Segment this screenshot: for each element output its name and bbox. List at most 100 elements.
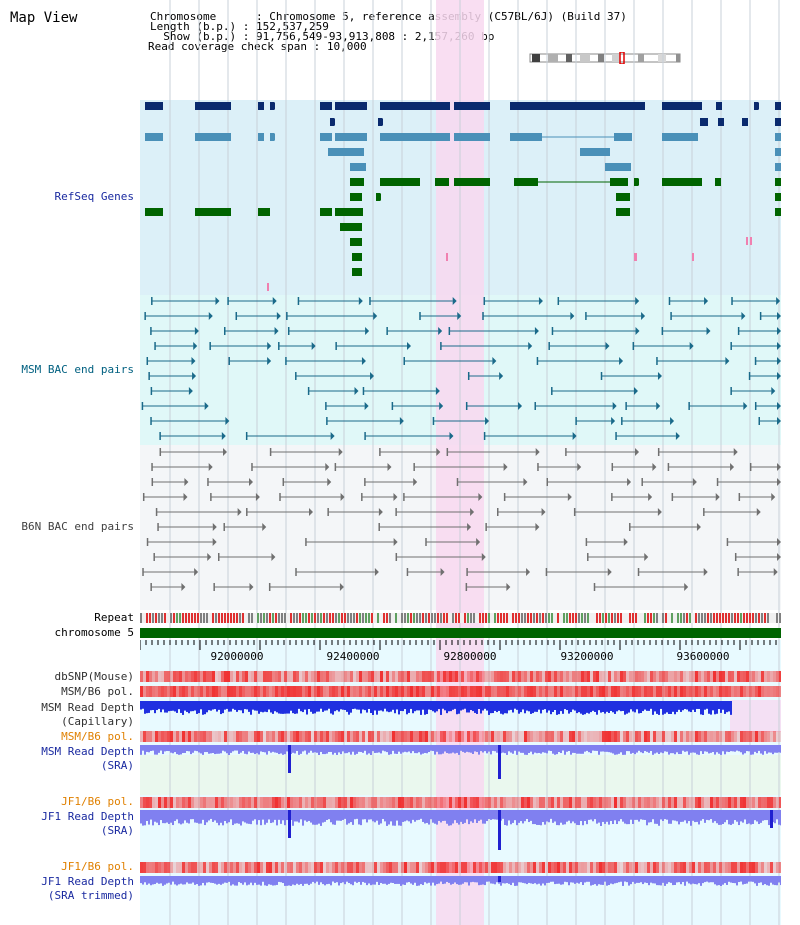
jf1-trim-depth	[438, 876, 440, 884]
msm-b6-pol-strip-2	[707, 731, 710, 742]
track-area[interactable]: 92000000 92400000 92800000 93200000 93600000	[140, 0, 781, 925]
jf1-b6-pol-strip	[341, 797, 344, 808]
jf1-sra-depth	[412, 810, 414, 820]
jf1-b6-pol-strip-2	[458, 862, 461, 873]
dbsnp-strip	[170, 671, 173, 682]
msm-b6-pol-strip-2	[209, 731, 212, 742]
dbsnp-strip	[545, 671, 548, 682]
msm-sra-depth	[468, 745, 470, 753]
msm-b6-pol-strip	[248, 686, 251, 697]
repeat-element	[176, 613, 178, 623]
msm-sra-depth	[696, 745, 698, 755]
msm-bac-pair-end	[276, 312, 281, 320]
jf1-b6-pol-strip-2	[368, 862, 371, 873]
repeat-element	[263, 613, 265, 623]
repeat-element	[338, 613, 340, 623]
repeat-element	[356, 613, 358, 623]
dbsnp-strip	[530, 671, 533, 682]
msm-bac-pair-end	[518, 402, 523, 410]
jf1-trim-depth	[578, 876, 580, 884]
dbsnp-strip	[242, 671, 245, 682]
jf1-trim-depth	[756, 876, 758, 886]
msm-b6-pol-strip	[689, 686, 692, 697]
msm-b6-pol-strip-2	[521, 731, 524, 742]
jf1-trim-depth	[146, 876, 148, 885]
jf1-sra-depth	[208, 810, 210, 821]
jf1-sra-depth	[712, 810, 714, 823]
jf1-sra-depth	[414, 810, 416, 822]
dbsnp-strip	[620, 671, 623, 682]
msm-sra-depth	[356, 745, 358, 754]
msm-b6-pol-strip	[644, 686, 647, 697]
refseq-marker	[634, 253, 637, 261]
dbsnp-strip	[389, 671, 392, 682]
jf1-b6-pol-strip	[206, 797, 209, 808]
jf1-sra-depth	[236, 810, 238, 824]
refseq-gene-row6-arrow	[634, 178, 639, 186]
jf1-sra-depth	[588, 810, 590, 820]
msm-capillary-depth	[696, 701, 698, 709]
repeat-element	[497, 613, 499, 623]
dbsnp-strip	[245, 671, 248, 682]
b6n-bac-pair-end	[503, 463, 508, 471]
msm-capillary-depth	[720, 701, 722, 713]
msm-bac-pair-end	[771, 387, 776, 395]
jf1-b6-pol-strip-2	[719, 862, 722, 873]
jf1-trim-depth	[320, 876, 322, 883]
msm-b6-pol-strip	[275, 686, 278, 697]
jf1-sra-depth	[456, 810, 458, 823]
jf1-sra-depth	[724, 810, 726, 823]
jf1-trim-depth	[550, 876, 552, 882]
msm-capillary-depth	[374, 701, 376, 711]
jf1-trim-depth	[332, 876, 334, 882]
msm-b6-pol-strip	[557, 686, 560, 697]
track-canvas[interactable]: 92000000 92400000 92800000 93200000 93600000	[140, 0, 781, 925]
msm-b6-pol-strip	[599, 686, 602, 697]
msm-capillary-depth	[248, 701, 250, 712]
jf1-sra-depth	[680, 810, 682, 822]
jf1-b6-pol-strip	[572, 797, 575, 808]
jf1-trim-depth	[162, 876, 164, 886]
msm-b6-pol-strip-2	[482, 731, 485, 742]
jf1-trim-depth	[436, 876, 438, 885]
msm-capillary-depth	[270, 701, 272, 713]
jf1-b6-pol-strip	[641, 797, 644, 808]
jf1-sra-depth	[560, 810, 562, 823]
jf1-b6-pol-strip	[656, 797, 659, 808]
msm-capillary-depth	[164, 701, 166, 713]
msm-b6-pol-strip-2	[494, 731, 497, 742]
msm-capillary-depth	[424, 701, 426, 715]
repeat-element	[704, 613, 706, 623]
msm-sra-depth	[196, 745, 198, 752]
msm-capillary-depth	[260, 701, 262, 712]
jf1-sra-depth	[292, 810, 294, 826]
jf1-sra-depth	[746, 810, 748, 825]
dbsnp-strip	[221, 671, 224, 682]
refseq-gene-row10-arrow	[350, 238, 355, 246]
msm-b6-pol-strip	[368, 686, 371, 697]
repeat-element	[506, 613, 508, 623]
msm-sra-depth	[420, 745, 422, 755]
msm-sra-depth	[512, 745, 514, 754]
msm-sra-depth	[736, 745, 738, 751]
jf1-trim-depth	[404, 876, 406, 885]
jf1-b6-pol-strip-2	[518, 862, 521, 873]
dbsnp-strip	[161, 671, 164, 682]
msm-b6-pol-strip-2	[674, 731, 677, 742]
msm-sra-depth	[718, 745, 720, 754]
jf1-trim-depth	[514, 876, 516, 886]
msm-b6-pol-strip	[224, 686, 227, 697]
msm-b6-pol-strip-2	[692, 731, 695, 742]
jf1-trim-depth	[412, 876, 414, 885]
jf1-b6-pol-strip	[530, 797, 533, 808]
msm-b6-pol-strip	[317, 686, 320, 697]
msm-sra-depth	[160, 745, 162, 751]
jf1-sra-depth	[190, 810, 192, 820]
msm-b6-pol-strip-2	[338, 731, 341, 742]
jf1-sra-depth	[602, 810, 604, 822]
jf1-b6-pol-strip-2	[191, 862, 194, 873]
msm-b6-pol-strip	[476, 686, 479, 697]
msm-b6-pol-strip-2	[431, 731, 434, 742]
repeat-element	[170, 613, 172, 623]
jf1-sra-depth	[520, 810, 522, 822]
